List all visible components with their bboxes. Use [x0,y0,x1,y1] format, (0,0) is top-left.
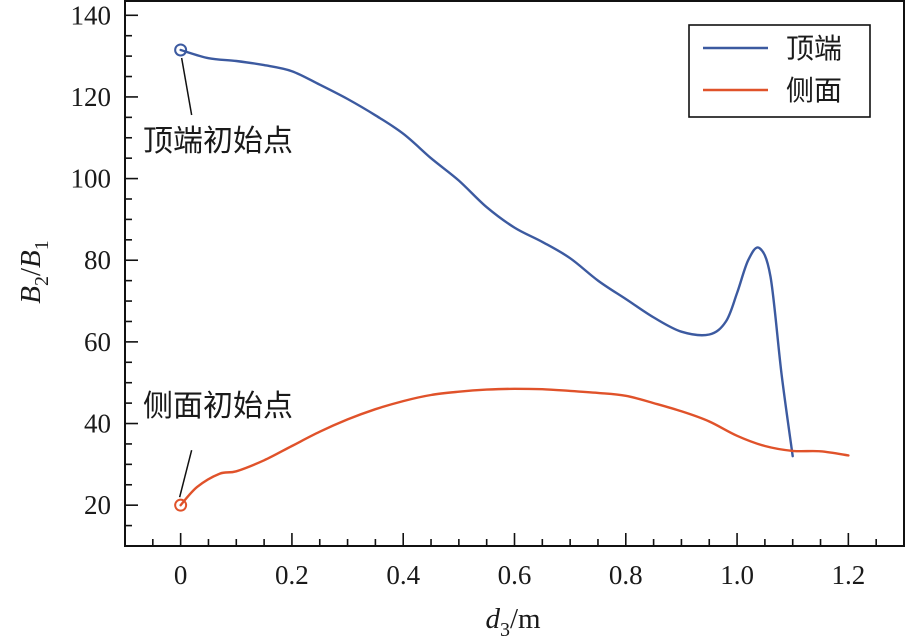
x-tick-label: 0.6 [498,560,532,590]
side-start-leader [178,449,193,498]
side-start-label: 侧面初始点 [143,389,293,424]
y-tick-label: 80 [84,245,111,275]
y-tick-label: 120 [71,82,112,112]
data-series [179,48,850,507]
top-start-marker [174,43,188,57]
x-tick-label: 1.2 [831,560,865,590]
y-tick-label: 60 [84,327,111,357]
x-axis-ticks: 0 0.2 0.4 0.6 0.8 1.0 1.2 [152,533,877,590]
x-tick-label: 0 [174,560,188,590]
y-tick-label: 100 [71,164,112,194]
legend-label-side: 侧面 [786,74,842,107]
x-tick-label: 0.2 [275,560,309,590]
top-start-leader [180,57,193,116]
x-tick-label: 1.0 [720,560,754,590]
x-axis-title: d3/m [485,603,541,641]
y-axis-title: B2/B1 [15,240,53,304]
series-top-line [179,48,794,458]
y-tick-label: 40 [84,409,111,439]
y-axis-ticks: 20 40 60 80 100 120 140 [71,0,138,527]
x-tick-label: 0.8 [609,560,643,590]
y-tick-label: 20 [84,490,111,520]
y-tick-label: 140 [71,0,112,30]
legend-label-top: 顶端 [786,32,842,65]
side-start-marker [174,498,188,512]
legend-box [688,24,871,118]
series-side-line [179,387,850,507]
x-tick-label: 0.4 [386,560,420,590]
top-start-label: 顶端初始点 [143,124,293,159]
